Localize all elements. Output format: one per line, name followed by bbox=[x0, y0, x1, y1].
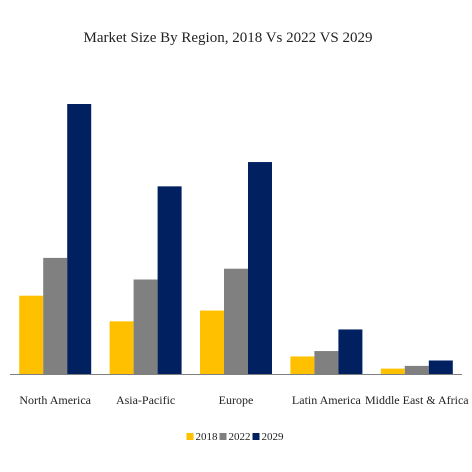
legend-label-2022: 2022 bbox=[229, 431, 251, 443]
legend-label-2018: 2018 bbox=[196, 431, 219, 443]
x-tick-label: Asia-Pacific bbox=[116, 393, 175, 407]
bar-2029-3 bbox=[338, 329, 363, 374]
bar-2018-2 bbox=[200, 310, 224, 374]
bars-group bbox=[19, 104, 453, 374]
bar-2029-1 bbox=[157, 186, 182, 374]
legend-swatch-2022 bbox=[219, 433, 227, 440]
legend-swatch-2018 bbox=[186, 433, 194, 440]
chart-title: Market Size By Region, 2018 Vs 2022 VS 2… bbox=[83, 30, 372, 46]
bar-2022-1 bbox=[133, 279, 158, 374]
bar-2018-1 bbox=[109, 321, 134, 374]
bar-2029-4 bbox=[428, 360, 453, 374]
bar-2022-0 bbox=[43, 257, 68, 374]
bar-2018-4 bbox=[380, 368, 405, 374]
x-tick-label: Middle East & Africa bbox=[365, 393, 469, 407]
bar-2022-2 bbox=[224, 268, 248, 374]
bar-2018-0 bbox=[19, 295, 44, 374]
bar-2029-0 bbox=[67, 104, 92, 374]
legend-label-2029: 2029 bbox=[262, 431, 285, 443]
legend: 2018 2022 2029 bbox=[186, 431, 285, 443]
bar-2022-4 bbox=[404, 365, 429, 374]
x-tick-labels: North America Asia-Pacific Europe Latin Ame… bbox=[19, 393, 469, 407]
bar-2022-3 bbox=[314, 351, 339, 374]
bar-2018-3 bbox=[290, 356, 315, 374]
legend-swatch-2029 bbox=[252, 433, 260, 440]
x-tick-label: Latin America bbox=[292, 393, 362, 407]
x-tick-label: North America bbox=[19, 393, 91, 407]
x-tick-label: Europe bbox=[219, 393, 254, 407]
bar-2029-2 bbox=[248, 162, 272, 374]
